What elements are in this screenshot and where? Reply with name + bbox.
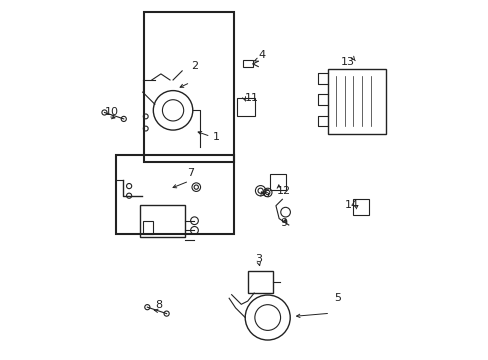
Text: 14: 14 xyxy=(344,200,358,210)
Text: 12: 12 xyxy=(276,186,290,196)
Bar xyxy=(270,174,286,190)
Text: 13: 13 xyxy=(341,57,354,67)
Text: 8: 8 xyxy=(155,300,162,310)
Text: 9: 9 xyxy=(280,218,287,228)
Text: 7: 7 xyxy=(187,168,194,178)
Text: 3: 3 xyxy=(255,253,262,264)
Bar xyxy=(352,199,368,215)
Text: 2: 2 xyxy=(190,61,198,71)
Bar xyxy=(328,69,385,134)
Bar xyxy=(242,60,253,67)
Text: 11: 11 xyxy=(244,93,258,103)
Text: 4: 4 xyxy=(258,50,265,60)
Text: 1: 1 xyxy=(212,132,219,142)
Text: 6: 6 xyxy=(262,189,269,199)
Text: 10: 10 xyxy=(105,107,119,117)
Bar xyxy=(116,155,233,234)
Text: 5: 5 xyxy=(333,293,340,303)
Bar xyxy=(237,98,255,116)
Bar xyxy=(143,221,152,234)
Bar xyxy=(144,12,233,162)
Bar xyxy=(247,271,273,293)
Bar xyxy=(140,204,184,237)
